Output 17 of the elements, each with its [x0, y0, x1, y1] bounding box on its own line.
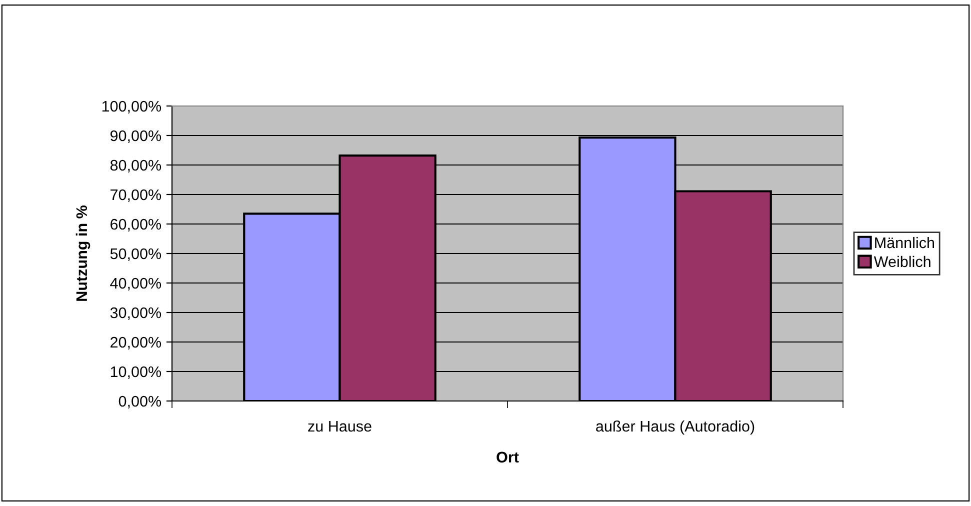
y-tick-label: 20,00% [110, 336, 162, 350]
legend-label: Weiblich [874, 256, 930, 268]
y-tick-label: 30,00% [110, 307, 162, 320]
y-tick-label: 60,00% [110, 218, 162, 232]
legend-label: Männlich [875, 236, 934, 248]
x-tick-label: zu Hause [308, 421, 372, 432]
y-tick-label: 10,00% [110, 366, 162, 379]
y-tick-label: 100,00% [102, 100, 162, 114]
y-axis-title: Nutzung in % [76, 206, 90, 301]
y-tick-label: 90,00% [110, 130, 162, 143]
y-tick-label: 70,00% [110, 189, 162, 202]
y-tick-label: 80,00% [110, 160, 162, 172]
y-tick-label: 0,00% [118, 396, 162, 408]
y-tick-label: 50,00% [110, 248, 162, 261]
x-axis-title: Ort [496, 452, 519, 463]
x-tick-label: außer Haus (Autoradio) [596, 420, 754, 435]
y-tick-label: 40,00% [110, 278, 162, 290]
